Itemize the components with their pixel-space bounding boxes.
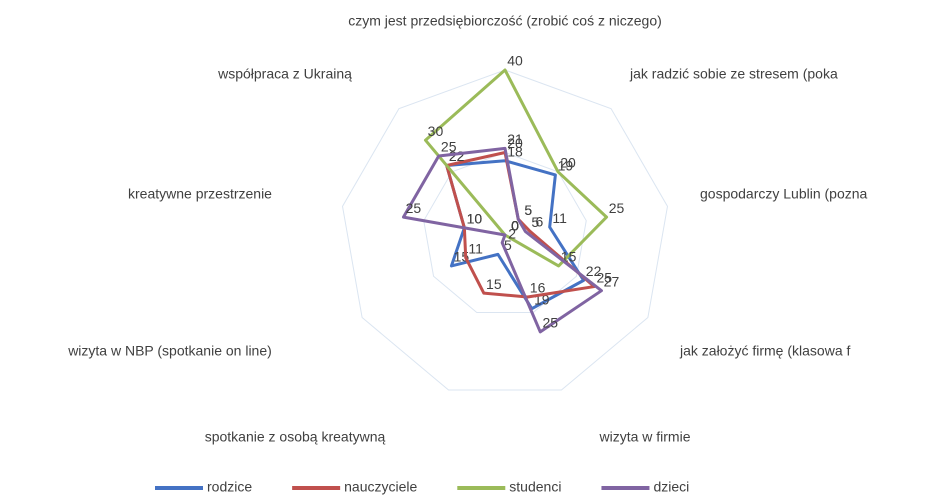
- legend-label: nauczyciele: [344, 479, 417, 495]
- value-label: 22: [586, 263, 602, 279]
- value-label: 6: [535, 213, 543, 229]
- value-label: 5: [531, 214, 539, 230]
- value-label: 19: [558, 158, 574, 174]
- value-label: 16: [530, 280, 546, 296]
- value-label: 10: [467, 211, 483, 227]
- category-label: współpraca z Ukrainą: [217, 66, 352, 82]
- value-label: 11: [552, 210, 567, 226]
- value-label: 0: [511, 218, 519, 234]
- legend-label: dzieci: [653, 479, 689, 495]
- value-label: 5: [524, 202, 532, 218]
- value-label: 30: [428, 123, 444, 139]
- series-line: [445, 151, 596, 299]
- value-label: 20: [560, 155, 576, 171]
- value-label: 0: [511, 218, 519, 234]
- category-label: gospodarczy Lublin (pozna: [700, 186, 868, 202]
- value-label: 11: [468, 240, 483, 256]
- value-label: 25: [441, 139, 457, 155]
- value-label: 0: [511, 218, 519, 234]
- grid-ring: [341, 69, 669, 391]
- value-label: 20: [507, 135, 523, 151]
- value-label: 18: [507, 143, 523, 159]
- value-label: 27: [604, 273, 620, 289]
- series-line: [401, 146, 603, 334]
- value-label: 0: [511, 218, 519, 234]
- value-label: 15: [486, 276, 502, 292]
- category-label: czym jest przedsiębiorczość (zrobić coś …: [348, 13, 662, 29]
- value-label: 25: [609, 200, 625, 216]
- value-label: 25: [542, 315, 558, 331]
- category-label: wizyta w NBP (spotkanie on line): [67, 343, 272, 359]
- value-label: 0: [511, 218, 519, 234]
- value-label: 25: [406, 200, 422, 216]
- value-label: 40: [507, 53, 523, 69]
- category-label: kreatywne przestrzenie: [128, 186, 272, 202]
- value-label: 2: [508, 225, 516, 241]
- series-line: [423, 68, 609, 268]
- category-label: wizyta w firmie: [598, 429, 690, 445]
- category-label: jak założyć firmę (klasowa f: [679, 343, 850, 359]
- value-label: 5: [504, 237, 512, 253]
- value-label: 21: [507, 131, 523, 147]
- legend-label: studenci: [509, 479, 561, 495]
- category-label: jak radzić sobie ze stresem (poka: [629, 66, 838, 82]
- legend-label: rodzice: [207, 479, 252, 495]
- category-label: spotkanie z osobą kreatywną: [205, 429, 386, 445]
- value-label: 5: [524, 202, 532, 218]
- value-label: 10: [467, 211, 483, 227]
- value-label: 25: [597, 269, 613, 285]
- grid-ring: [423, 151, 587, 314]
